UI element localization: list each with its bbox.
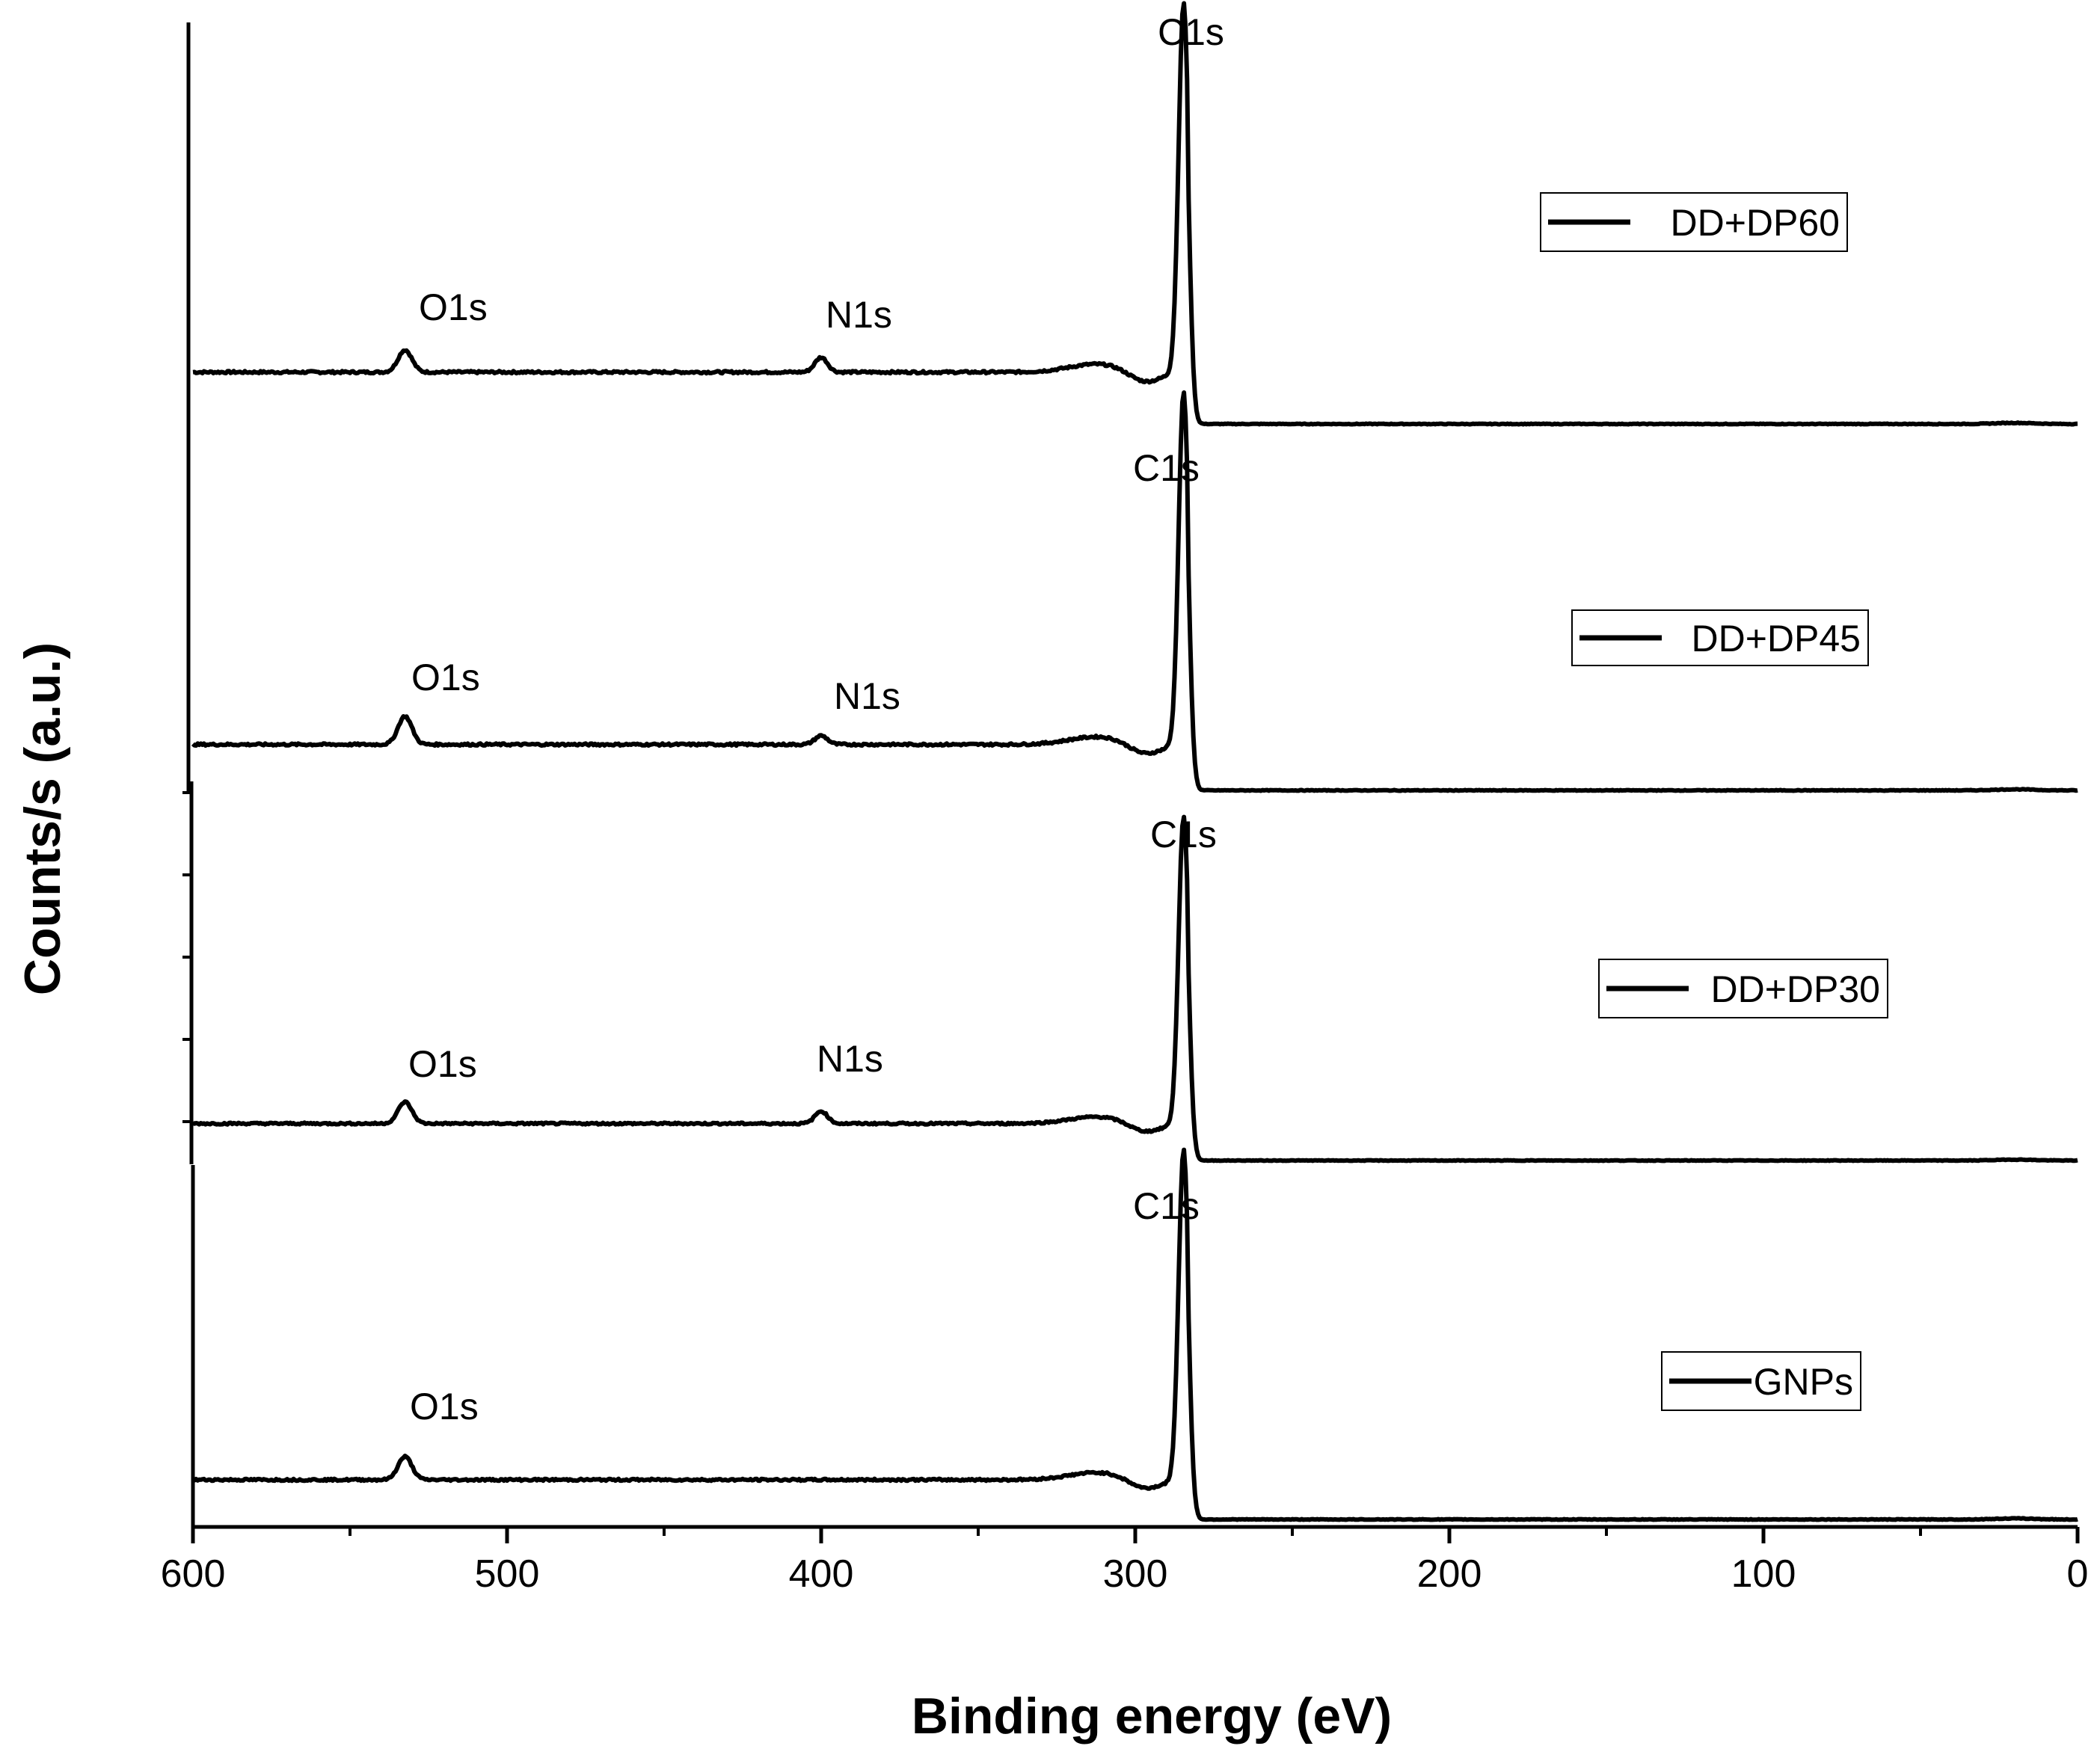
spectrum-gnps [192,1147,2078,1522]
peak-label-o1s: O1s [411,657,480,698]
x-tick-label: 300 [1103,1552,1168,1596]
peak-labels: C1s N1s O1s C1s N1s O1s C1s N1s O1s C1s O1s [408,11,1224,1427]
legend-label: GNPs [1754,1361,1853,1403]
peak-label-o1s: O1s [408,1043,477,1085]
x-tick-label: 100 [1731,1552,1796,1596]
legend-label: DD+DP30 [1711,968,1881,1010]
peak-label-n1s: N1s [834,675,900,717]
spectrum-dd-dp30 [191,814,2078,1164]
x-tick-label: 400 [789,1552,854,1596]
y-axis-title: Counts/s (a.u.) [14,642,71,995]
x-tick-label: 600 [161,1552,226,1596]
x-tick-label: 200 [1417,1552,1482,1596]
peak-label-c1s: C1s [1133,1185,1200,1227]
x-tick-label: 500 [475,1552,540,1596]
spectrum-dd-dp45 [191,390,2078,793]
x-tick-label: 0 [2067,1552,2089,1596]
legends: DD+DP60 DD+DP45 DD+DP30 GNPs [1540,192,1888,1411]
spectrum-dd-dp60 [192,1,2078,427]
peak-label-c1s: C1s [1158,11,1224,53]
peak-label-n1s: N1s [826,294,892,336]
legend-label: DD+DP60 [1671,202,1840,244]
legend-label: DD+DP45 [1692,618,1861,660]
spectra-traces [191,1,2078,1522]
x-axis-title: Binding energy (eV) [912,1688,1392,1745]
peak-label-c1s: C1s [1133,447,1200,489]
peak-label-n1s: N1s [817,1038,883,1080]
peak-label-o1s: O1s [419,286,488,328]
peak-label-o1s: O1s [410,1386,479,1427]
peak-label-c1s: C1s [1150,814,1217,855]
axes: 600 500 400 300 200 100 0 [161,22,2089,1596]
